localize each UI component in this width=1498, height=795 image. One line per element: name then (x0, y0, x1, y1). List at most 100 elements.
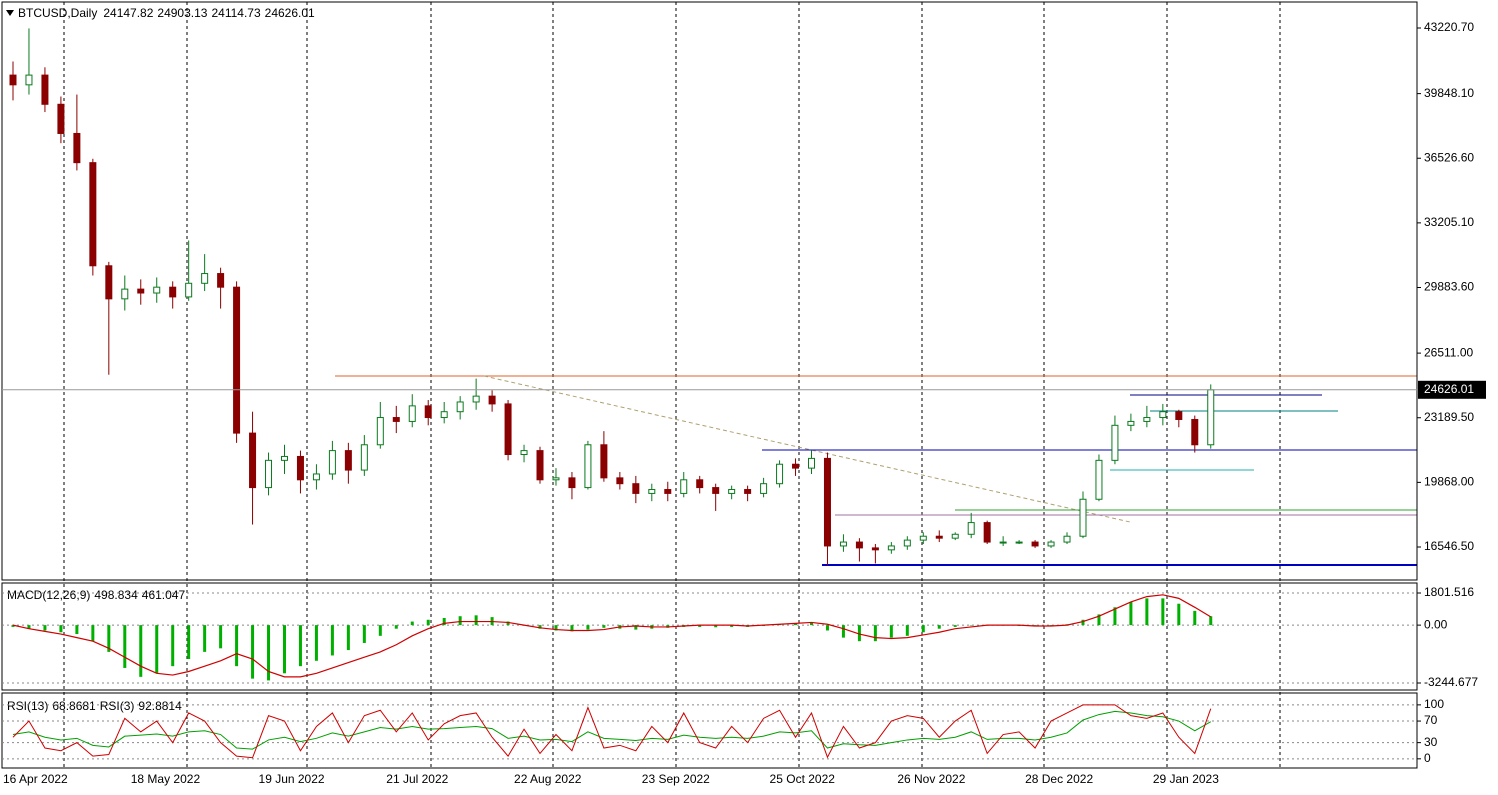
candle-body (951, 533, 959, 539)
macd-bar (1193, 610, 1197, 626)
y-tick-label: 30 (1424, 735, 1438, 749)
candle-body (871, 547, 879, 551)
candle-body (440, 411, 448, 419)
candle-body (552, 477, 560, 481)
macd-bar (171, 625, 175, 667)
candle-body (424, 405, 432, 419)
candle-body (999, 541, 1007, 544)
x-tick-label: 25 Oct 2022 (770, 772, 836, 786)
candle-body (105, 265, 113, 300)
candle-body (632, 483, 640, 494)
y-tick-label: 16546.50 (1424, 539, 1474, 553)
y-tick-label: 19868.00 (1424, 475, 1474, 489)
collapse-icon[interactable] (6, 10, 14, 16)
macd-bar (267, 625, 271, 681)
macd-bar (554, 625, 558, 631)
x-tick-label: 28 Dec 2022 (1025, 772, 1093, 786)
candle-body (41, 74, 49, 105)
macd-bar (905, 625, 909, 636)
candle-body (408, 405, 416, 422)
macd-bar (27, 625, 31, 629)
candle-body (185, 282, 193, 298)
candle-body (280, 455, 288, 461)
candle-body (73, 132, 81, 164)
candle-body (1111, 424, 1119, 461)
macd-bar (602, 625, 606, 628)
candle-body (935, 535, 943, 539)
macd-bar (426, 619, 430, 626)
candle-body (169, 286, 177, 298)
candle-body (488, 395, 496, 405)
candle-body (712, 487, 720, 494)
candle-body (249, 432, 257, 489)
macd-bar (458, 616, 462, 626)
y-tick-label: 23189.50 (1424, 410, 1474, 424)
macd-bar (410, 621, 414, 626)
macd-bar (235, 625, 239, 667)
rsi-panel (1, 692, 1418, 769)
candle-body (201, 273, 209, 284)
candle-body (392, 417, 400, 422)
candle-body (1127, 420, 1135, 426)
macd-bar (282, 625, 286, 674)
macd-bar (219, 625, 223, 649)
vertical-separators (63, 2, 1281, 768)
y-tick-label: 39848.10 (1424, 86, 1474, 100)
candle-body (1175, 411, 1183, 420)
high: 24903.13 (157, 6, 207, 20)
price-label: 24626.01 (1424, 382, 1474, 396)
candle-body (1047, 541, 1055, 547)
candle-body (744, 489, 752, 494)
macd-bar (91, 625, 95, 642)
macd-bar (75, 625, 79, 635)
macd-bar (394, 625, 398, 629)
macd-bar (825, 625, 829, 631)
candle-body (1143, 417, 1151, 422)
candle-body (456, 401, 464, 413)
candle-body (887, 545, 895, 551)
candle-body (760, 483, 768, 494)
rsi-line (12, 704, 1212, 759)
candle-body (664, 489, 672, 494)
drawn-objects (335, 375, 1417, 566)
candle-body (9, 74, 17, 86)
macd-bar (634, 625, 638, 630)
macd-bar (570, 625, 574, 632)
indicator-name: MACD(12,26,9) (7, 588, 90, 602)
candle-body (568, 477, 576, 489)
x-tick-label: 16 Apr 2022 (3, 772, 68, 786)
y-tick-label: 0.00 (1424, 617, 1448, 631)
y-tick-label: 70 (1424, 713, 1438, 727)
candle-body (1079, 498, 1087, 537)
candle-body (792, 463, 800, 469)
macd-bar (873, 625, 877, 642)
macd-bar (841, 625, 845, 638)
macd-bar (857, 625, 861, 642)
macd-bar (442, 617, 446, 626)
candle-body (504, 403, 512, 456)
macd-bar (698, 625, 702, 627)
rsi-value: 68.8681 (52, 699, 96, 713)
macd-bar (921, 625, 925, 633)
macd-bar (730, 625, 734, 627)
candle-body (1159, 411, 1167, 419)
macd-bar (362, 625, 366, 643)
macd-bar (969, 625, 973, 626)
candle-body (57, 103, 65, 134)
candle-body (696, 479, 704, 489)
trend-line[interactable] (483, 375, 1131, 523)
signal-line (12, 594, 1212, 678)
indicator-name: RSI(13) (7, 699, 48, 713)
macd-bar (139, 625, 143, 677)
open: 24147.82 (103, 6, 153, 20)
price-panel (1, 1, 1418, 581)
macd-bar (251, 625, 255, 679)
candle-body (584, 444, 592, 489)
candle-body (233, 286, 241, 434)
candle-body (217, 273, 225, 288)
y-tick-label: 26511.00 (1424, 345, 1473, 359)
candle-body (967, 522, 975, 535)
macd-bar (1177, 603, 1181, 626)
candle-body (137, 288, 145, 294)
close: 24626.01 (265, 6, 315, 20)
